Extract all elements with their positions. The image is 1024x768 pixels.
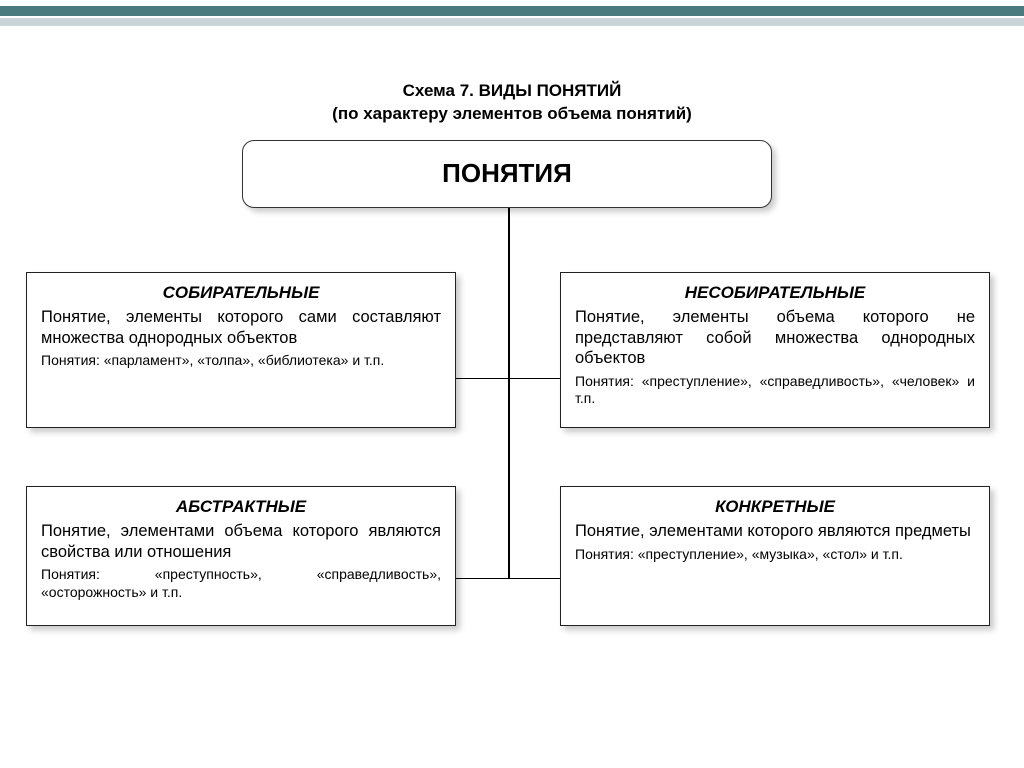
root-node: ПОНЯТИЯ [242,140,772,208]
header-decoration [0,0,1024,30]
connector-trunk [508,378,510,578]
node-desc: Понятие, элементы объема которого не пре… [575,307,975,369]
connector-bottom-crossbar [456,578,560,580]
node-title: СОБИРАТЕЛЬНЫЕ [41,283,441,303]
node-title: АБСТРАКТНЫЕ [41,497,441,517]
diagram-canvas: ПОНЯТИЯ СОБИРАТЕЛЬНЫЕ Понятие, элементы … [0,126,1024,746]
node-examples: Понятия: «преступление», «справедливость… [575,373,975,408]
node-examples: Понятия: «преступность», «справедливость… [41,566,441,601]
node-top-left: СОБИРАТЕЛЬНЫЕ Понятие, элементы которого… [26,272,456,428]
node-desc: Понятие, элементами которого являются пр… [575,521,975,542]
root-label: ПОНЯТИЯ [442,158,572,189]
band-dark [0,6,1024,16]
title-line-2: (по характеру элементов объема понятий) [0,103,1024,126]
node-bottom-right: КОНКРЕТНЫЕ Понятие, элементами которого … [560,486,990,626]
node-desc: Понятие, элементы которого сами составля… [41,307,441,348]
diagram-title: Схема 7. ВИДЫ ПОНЯТИЙ (по характеру элем… [0,80,1024,126]
node-examples: Понятия: «парламент», «толпа», «библиоте… [41,352,441,370]
node-top-right: НЕСОБИРАТЕЛЬНЫЕ Понятие, элементы объема… [560,272,990,428]
node-desc: Понятие, элементами объема которого явля… [41,521,441,562]
title-line-1: Схема 7. ВИДЫ ПОНЯТИЙ [0,80,1024,103]
connector-stem [508,208,510,378]
node-bottom-left: АБСТРАКТНЫЕ Понятие, элементами объема к… [26,486,456,626]
node-title: КОНКРЕТНЫЕ [575,497,975,517]
node-examples: Понятия: «преступление», «музыка», «стол… [575,546,975,564]
band-light [0,18,1024,26]
node-title: НЕСОБИРАТЕЛЬНЫЕ [575,283,975,303]
